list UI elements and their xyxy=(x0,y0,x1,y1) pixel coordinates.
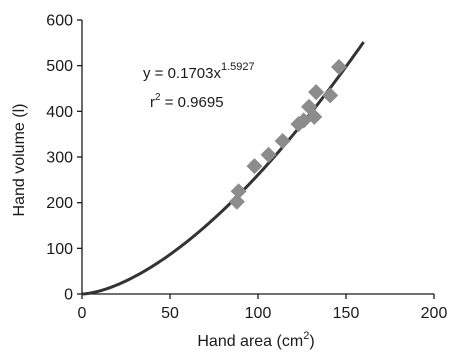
x-tick-label: 200 xyxy=(421,305,448,322)
r-squared-sup: 2 xyxy=(155,92,161,103)
y-tick-label: 300 xyxy=(46,150,73,167)
r-squared-value: = 0.9695 xyxy=(161,94,224,111)
x-tick-label: 0 xyxy=(78,305,87,322)
fit-equation-exponent: 1.5927 xyxy=(221,61,255,73)
data-point xyxy=(260,146,277,163)
y-ticks: 0 100 200 300 400 500 600 xyxy=(46,13,82,304)
fit-curve xyxy=(81,41,365,296)
data-point xyxy=(330,59,347,76)
y-tick-label: 600 xyxy=(46,13,73,30)
x-tick-label: 50 xyxy=(161,305,179,322)
x-axis-title: Hand area (cm2) xyxy=(197,330,314,350)
data-point xyxy=(230,183,247,200)
data-point xyxy=(322,87,339,104)
y-tick-label: 200 xyxy=(46,195,73,212)
x-axis-title-close: ) xyxy=(309,333,314,350)
data-point xyxy=(308,84,325,101)
y-tick-label: 500 xyxy=(46,58,73,75)
r-squared: r2 = 0.9695 xyxy=(150,92,224,111)
data-point xyxy=(274,133,291,150)
data-point xyxy=(228,193,245,210)
y-tick-label: 400 xyxy=(46,104,73,121)
x-axis-title-sup: 2 xyxy=(303,330,309,342)
fit-equation-base: y = 0.1703x xyxy=(143,65,221,82)
x-ticks: 0 50 100 150 200 xyxy=(78,294,448,322)
data-point xyxy=(306,108,323,125)
x-axis-title-text: Hand area (cm xyxy=(197,333,303,350)
y-axis-title: Hand volume (l) xyxy=(11,104,28,217)
fit-equation: y = 0.1703x1.5927 xyxy=(143,61,255,82)
y-tick-label: 0 xyxy=(64,287,73,304)
x-tick-label: 100 xyxy=(245,305,272,322)
y-tick-label: 100 xyxy=(46,241,73,258)
data-points xyxy=(228,59,347,210)
x-tick-label: 150 xyxy=(333,305,360,322)
data-point xyxy=(246,158,263,175)
axes xyxy=(81,20,434,295)
r-squared-base: r xyxy=(150,94,155,111)
